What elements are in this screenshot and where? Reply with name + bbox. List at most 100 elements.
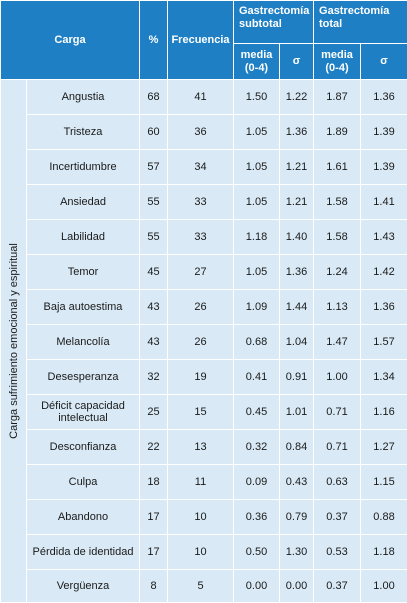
total-sigma-cell: 1.36 — [361, 290, 407, 325]
frecuencia-cell: 36 — [168, 115, 234, 150]
frecuencia-cell: 15 — [168, 395, 234, 430]
side-category-label: Carga sufrimiento emocional y espiritual — [8, 243, 20, 439]
percent-cell: 18 — [140, 465, 168, 500]
frecuencia-cell: 27 — [168, 255, 234, 290]
carga-cell: Ansiedad — [27, 185, 140, 220]
percent-cell: 55 — [140, 220, 168, 255]
subtotal-sigma-cell: 0.79 — [280, 500, 314, 535]
total-sigma-cell: 1.00 — [361, 570, 407, 603]
percent-cell: 43 — [140, 290, 168, 325]
total-sigma-cell: 1.43 — [361, 220, 407, 255]
total-media-cell: 1.24 — [314, 255, 361, 290]
subtotal-media-cell: 0.00 — [234, 570, 280, 603]
carga-cell: Baja autoestima — [27, 290, 140, 325]
subtotal-media-cell: 1.05 — [234, 255, 280, 290]
subtotal-media-cell: 1.18 — [234, 220, 280, 255]
subtotal-media-cell: 1.05 — [234, 185, 280, 220]
subtotal-media-cell: 1.05 — [234, 150, 280, 185]
total-media-cell: 0.71 — [314, 430, 361, 465]
subtotal-media-cell: 0.09 — [234, 465, 280, 500]
total-media-cell: 1.89 — [314, 115, 361, 150]
carga-cell: Pérdida de identidad — [27, 535, 140, 570]
frecuencia-cell: 5 — [168, 570, 234, 603]
subtotal-sigma-cell: 1.01 — [280, 395, 314, 430]
header-total-sigma: σ — [361, 44, 407, 80]
subtotal-sigma-cell: 1.04 — [280, 325, 314, 360]
header-carga: Carga — [1, 1, 140, 80]
total-sigma-cell: 0.88 — [361, 500, 407, 535]
total-media-cell: 0.53 — [314, 535, 361, 570]
percent-cell: 43 — [140, 325, 168, 360]
percent-cell: 17 — [140, 500, 168, 535]
carga-cell: Angustia — [27, 80, 140, 115]
total-sigma-cell: 1.36 — [361, 80, 407, 115]
table-row: Culpa 18 11 0.09 0.43 0.63 1.15 — [1, 465, 407, 500]
frecuencia-cell: 26 — [168, 290, 234, 325]
carga-cell: Desesperanza — [27, 360, 140, 395]
header-frecuencia: Frecuencia — [168, 1, 234, 80]
frecuencia-cell: 34 — [168, 150, 234, 185]
subtotal-media-cell: 0.45 — [234, 395, 280, 430]
frecuencia-cell: 19 — [168, 360, 234, 395]
subtotal-media-cell: 1.09 — [234, 290, 280, 325]
total-media-cell: 0.71 — [314, 395, 361, 430]
table-row: Incertidumbre 57 34 1.05 1.21 1.61 1.39 — [1, 150, 407, 185]
subtotal-sigma-cell: 1.21 — [280, 185, 314, 220]
frecuencia-cell: 10 — [168, 535, 234, 570]
total-media-cell: 1.47 — [314, 325, 361, 360]
total-sigma-cell: 1.41 — [361, 185, 407, 220]
total-sigma-cell: 1.42 — [361, 255, 407, 290]
table-row: Ansiedad 55 33 1.05 1.21 1.58 1.41 — [1, 185, 407, 220]
subtotal-sigma-cell: 1.40 — [280, 220, 314, 255]
header-subtotal-sigma: σ — [280, 44, 314, 80]
percent-cell: 32 — [140, 360, 168, 395]
total-media-cell: 0.37 — [314, 570, 361, 603]
total-sigma-cell: 1.16 — [361, 395, 407, 430]
total-sigma-cell: 1.57 — [361, 325, 407, 360]
total-media-cell: 1.13 — [314, 290, 361, 325]
total-media-cell: 1.00 — [314, 360, 361, 395]
percent-cell: 22 — [140, 430, 168, 465]
total-media-cell: 1.58 — [314, 185, 361, 220]
header-total-media: media (0-4) — [314, 44, 361, 80]
header-gastrectomia-subtotal: Gastrectomía subtotal — [234, 1, 314, 44]
percent-cell: 60 — [140, 115, 168, 150]
subtotal-sigma-cell: 1.44 — [280, 290, 314, 325]
total-sigma-cell: 1.15 — [361, 465, 407, 500]
subtotal-sigma-cell: 1.21 — [280, 150, 314, 185]
subtotal-sigma-cell: 1.36 — [280, 115, 314, 150]
percent-cell: 17 — [140, 535, 168, 570]
frecuencia-cell: 33 — [168, 220, 234, 255]
carga-cell: Tristeza — [27, 115, 140, 150]
subtotal-sigma-cell: 0.91 — [280, 360, 314, 395]
table-row: Vergüenza 8 5 0.00 0.00 0.37 1.00 — [1, 570, 407, 603]
total-sigma-cell: 1.39 — [361, 115, 407, 150]
frecuencia-cell: 13 — [168, 430, 234, 465]
table-row: Pérdida de identidad 17 10 0.50 1.30 0.5… — [1, 535, 407, 570]
table-row: Labilidad 55 33 1.18 1.40 1.58 1.43 — [1, 220, 407, 255]
subtotal-media-cell: 0.68 — [234, 325, 280, 360]
frecuencia-cell: 11 — [168, 465, 234, 500]
total-sigma-cell: 1.18 — [361, 535, 407, 570]
total-sigma-cell: 1.39 — [361, 150, 407, 185]
side-category-cell: Carga sufrimiento emocional y espiritual — [1, 80, 27, 603]
frecuencia-cell: 26 — [168, 325, 234, 360]
subtotal-sigma-cell: 0.84 — [280, 430, 314, 465]
table-row: Tristeza 60 36 1.05 1.36 1.89 1.39 — [1, 115, 407, 150]
header-percent: % — [140, 1, 168, 80]
percent-cell: 57 — [140, 150, 168, 185]
total-media-cell: 1.61 — [314, 150, 361, 185]
subtotal-media-cell: 1.50 — [234, 80, 280, 115]
subtotal-sigma-cell: 0.43 — [280, 465, 314, 500]
table-row: Baja autoestima 43 26 1.09 1.44 1.13 1.3… — [1, 290, 407, 325]
subtotal-sigma-cell: 1.30 — [280, 535, 314, 570]
carga-cell: Temor — [27, 255, 140, 290]
table-row: Abandono 17 10 0.36 0.79 0.37 0.88 — [1, 500, 407, 535]
subtotal-media-cell: 0.41 — [234, 360, 280, 395]
carga-cell: Déficit capacidad intelectual — [27, 395, 140, 430]
total-media-cell: 1.58 — [314, 220, 361, 255]
carga-cell: Culpa — [27, 465, 140, 500]
subtotal-sigma-cell: 1.36 — [280, 255, 314, 290]
table-row: Desconfianza 22 13 0.32 0.84 0.71 1.27 — [1, 430, 407, 465]
total-media-cell: 0.37 — [314, 500, 361, 535]
